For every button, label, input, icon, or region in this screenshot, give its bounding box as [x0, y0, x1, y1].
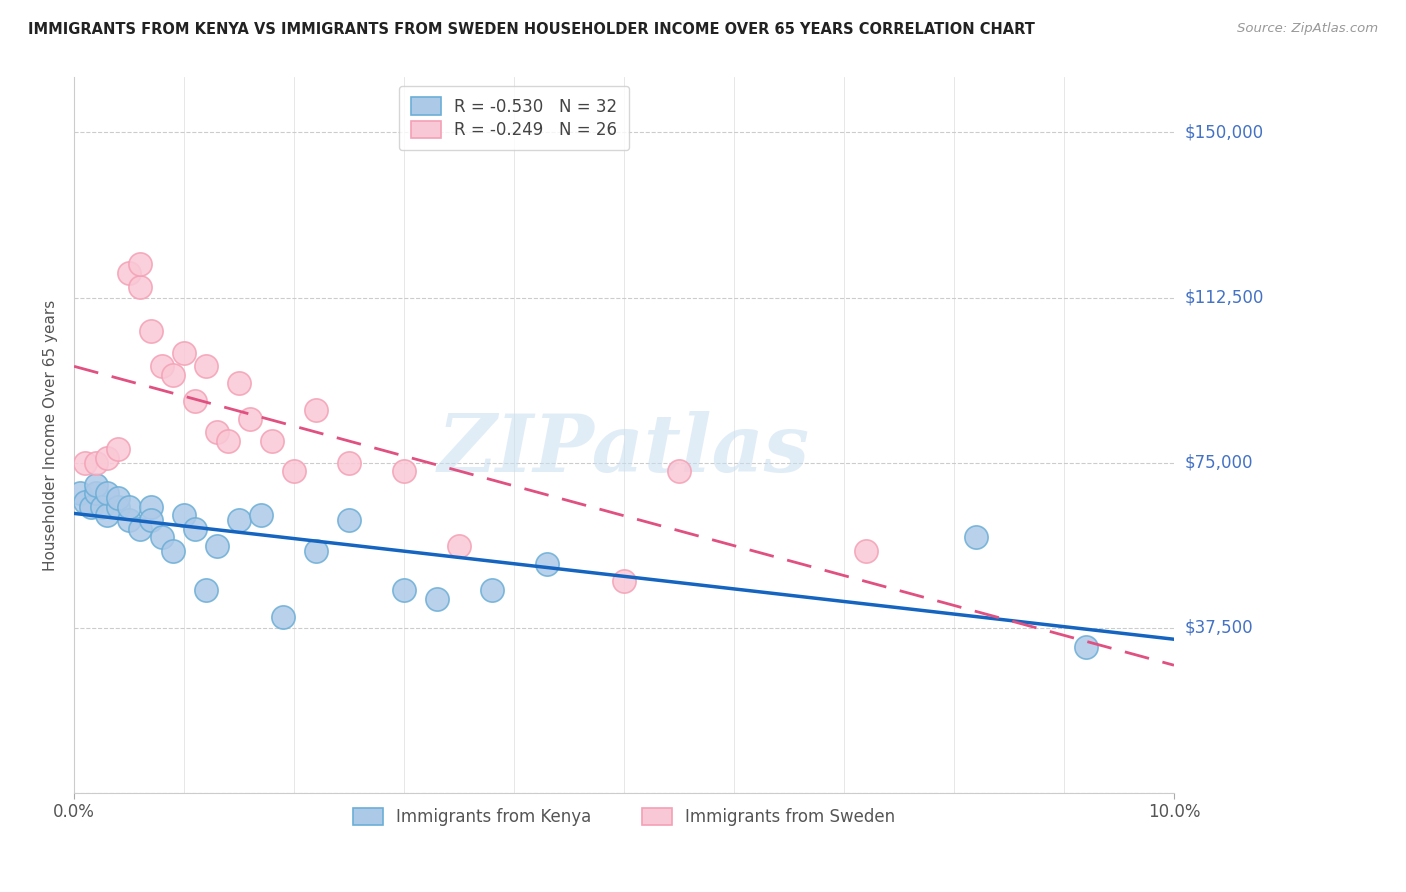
Point	[855, 543, 877, 558]
Point	[613, 574, 636, 589]
Point	[228, 376, 250, 391]
Y-axis label: Householder Income Over 65 years: Householder Income Over 65 years	[44, 300, 58, 571]
Point	[150, 530, 173, 544]
Point	[305, 402, 328, 417]
Point	[107, 491, 129, 505]
Point	[426, 592, 449, 607]
Point	[447, 539, 470, 553]
Point	[75, 456, 97, 470]
Point	[118, 513, 141, 527]
Point	[271, 609, 294, 624]
Point	[1074, 640, 1097, 655]
Point	[173, 345, 195, 359]
Point	[96, 508, 118, 523]
Point	[337, 513, 360, 527]
Point	[107, 442, 129, 457]
Point	[96, 451, 118, 466]
Point	[392, 583, 415, 598]
Point	[228, 513, 250, 527]
Point	[79, 500, 101, 514]
Point	[162, 368, 184, 382]
Point	[392, 464, 415, 478]
Point	[195, 359, 218, 373]
Point	[139, 513, 162, 527]
Point	[129, 258, 152, 272]
Point	[481, 583, 503, 598]
Point	[536, 557, 558, 571]
Text: Source: ZipAtlas.com: Source: ZipAtlas.com	[1237, 22, 1378, 36]
Point	[239, 411, 262, 425]
Point	[139, 500, 162, 514]
Point	[118, 266, 141, 280]
Point	[90, 500, 112, 514]
Point	[205, 425, 228, 439]
Text: ZIPatlas: ZIPatlas	[439, 410, 810, 488]
Point	[250, 508, 273, 523]
Text: $150,000: $150,000	[1185, 123, 1264, 142]
Point	[139, 324, 162, 338]
Point	[184, 522, 207, 536]
Point	[184, 393, 207, 408]
Point	[305, 543, 328, 558]
Point	[84, 477, 107, 491]
Point	[217, 434, 239, 448]
Text: IMMIGRANTS FROM KENYA VS IMMIGRANTS FROM SWEDEN HOUSEHOLDER INCOME OVER 65 YEARS: IMMIGRANTS FROM KENYA VS IMMIGRANTS FROM…	[28, 22, 1035, 37]
Point	[150, 359, 173, 373]
Point	[205, 539, 228, 553]
Point	[129, 522, 152, 536]
Point	[262, 434, 284, 448]
Point	[965, 530, 987, 544]
Point	[162, 543, 184, 558]
Point	[84, 456, 107, 470]
Point	[84, 486, 107, 500]
Point	[69, 486, 91, 500]
Text: $37,500: $37,500	[1185, 619, 1254, 637]
Point	[75, 495, 97, 509]
Text: $75,000: $75,000	[1185, 453, 1254, 472]
Point	[195, 583, 218, 598]
Point	[129, 279, 152, 293]
Point	[118, 500, 141, 514]
Point	[96, 486, 118, 500]
Point	[173, 508, 195, 523]
Legend: Immigrants from Kenya, Immigrants from Sweden: Immigrants from Kenya, Immigrants from S…	[344, 799, 904, 834]
Point	[668, 464, 690, 478]
Text: $112,500: $112,500	[1185, 288, 1264, 307]
Point	[283, 464, 305, 478]
Point	[337, 456, 360, 470]
Point	[107, 500, 129, 514]
